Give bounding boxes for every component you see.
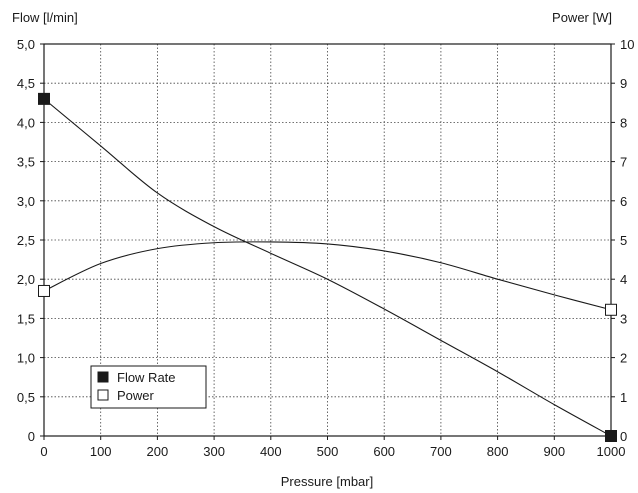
x-tick-label: 800 bbox=[487, 444, 509, 459]
x-tick-label: 1000 bbox=[597, 444, 626, 459]
series-marker-power bbox=[605, 303, 617, 316]
y-right-tick-label: 8 bbox=[620, 115, 627, 130]
right-axis-ticks: 0 1 2 3 4 5 6 7 8 9 10 bbox=[611, 37, 634, 444]
x-tick-label: 600 bbox=[373, 444, 395, 459]
y-right-tick-label: 4 bbox=[620, 272, 627, 287]
x-tick-label: 500 bbox=[317, 444, 339, 459]
legend-flow-rate-label: Flow Rate bbox=[117, 370, 176, 385]
y-left-tick-label: 0,5 bbox=[17, 390, 35, 405]
legend-box bbox=[90, 365, 207, 409]
y-right-tick-label: 2 bbox=[620, 351, 627, 366]
y-left-tick-label: 4,0 bbox=[17, 115, 35, 130]
x-axis-ticks: 0 100 200 300 400 500 600 700 800 900 1000 bbox=[40, 436, 625, 459]
x-tick-label: 0 bbox=[40, 444, 47, 459]
x-tick-label: 400 bbox=[260, 444, 282, 459]
y-left-tick-label: 2,0 bbox=[17, 272, 35, 287]
x-tick-label: 700 bbox=[430, 444, 452, 459]
y-left-tick-label: 1,5 bbox=[17, 311, 35, 326]
legend-power-marker bbox=[97, 389, 109, 401]
series-marker-flow-rate bbox=[605, 430, 617, 442]
y-right-tick-label: 9 bbox=[620, 76, 627, 91]
y-left-tick-label: 2,5 bbox=[17, 233, 35, 248]
y-right-tick-label: 7 bbox=[620, 155, 627, 170]
y-left-tick-label: 4,5 bbox=[17, 76, 35, 91]
y-right-tick-label: 0 bbox=[620, 429, 627, 444]
legend-flow-rate-marker bbox=[97, 371, 109, 383]
x-tick-label: 200 bbox=[147, 444, 169, 459]
series-layer bbox=[38, 92, 617, 442]
x-tick-label: 900 bbox=[543, 444, 565, 459]
y-left-tick-label: 0 bbox=[28, 429, 35, 444]
x-tick-label: 300 bbox=[203, 444, 225, 459]
y-right-tick-label: 5 bbox=[620, 233, 627, 248]
series-marker-power bbox=[38, 284, 50, 297]
y-right-tick-label: 1 bbox=[620, 390, 627, 405]
y-axis-right-title: Power [W] bbox=[552, 10, 612, 25]
series-line-flow-rate bbox=[43, 98, 612, 437]
legend: Flow Rate Power bbox=[90, 365, 207, 409]
x-axis-title: Pressure [mbar] bbox=[281, 474, 373, 489]
grid-lines bbox=[44, 44, 611, 436]
x-tick-label: 100 bbox=[90, 444, 112, 459]
y-right-tick-label: 6 bbox=[620, 194, 627, 209]
y-left-tick-label: 3,0 bbox=[17, 194, 35, 209]
y-right-tick-label: 3 bbox=[620, 311, 627, 326]
y-left-tick-label: 5,0 bbox=[17, 37, 35, 52]
left-axis-ticks: 0 0,5 1,0 1,5 2,0 2,5 3,0 3,5 4,0 4,5 5,0 bbox=[17, 37, 44, 444]
series-line-power bbox=[43, 241, 612, 311]
y-right-tick-label: 10 bbox=[620, 37, 634, 52]
y-left-tick-label: 1,0 bbox=[17, 351, 35, 366]
y-left-tick-label: 3,5 bbox=[17, 155, 35, 170]
legend-power-label: Power bbox=[117, 388, 155, 403]
y-axis-left-title: Flow [l/min] bbox=[12, 10, 78, 25]
series-marker-flow-rate bbox=[38, 92, 50, 105]
